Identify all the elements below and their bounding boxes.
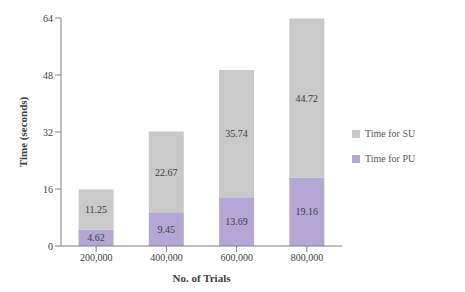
svg-text:11.25: 11.25 <box>85 204 107 215</box>
html-text:Time for SU: Time for SU <box>365 128 416 139</box>
svg-text:16: 16 <box>43 184 53 195</box>
svg-text:22.67: 22.67 <box>155 167 178 178</box>
svg-text:9.45: 9.45 <box>158 224 176 235</box>
svg-text:35.74: 35.74 <box>225 128 248 139</box>
svg-text:32: 32 <box>43 127 53 138</box>
svg-text:44.72: 44.72 <box>296 93 319 104</box>
svg-text:0: 0 <box>48 241 53 252</box>
svg-text:400,000: 400,000 <box>150 252 183 263</box>
svg-text:19.16: 19.16 <box>296 206 319 217</box>
html-text:Time for PU: Time for PU <box>365 153 416 164</box>
svg-text:No. of Trials: No. of Trials <box>173 272 232 284</box>
svg-text:48: 48 <box>43 70 53 81</box>
svg-text:800,000: 800,000 <box>291 252 324 263</box>
svg-text:600,000: 600,000 <box>220 252 253 263</box>
svg-text:200,000: 200,000 <box>80 252 113 263</box>
svg-text:4.62: 4.62 <box>87 232 105 243</box>
svg-text:Time (seconds): Time (seconds) <box>17 96 30 167</box>
svg-text:13.69: 13.69 <box>225 216 248 227</box>
svg-text:64: 64 <box>43 13 53 24</box>
